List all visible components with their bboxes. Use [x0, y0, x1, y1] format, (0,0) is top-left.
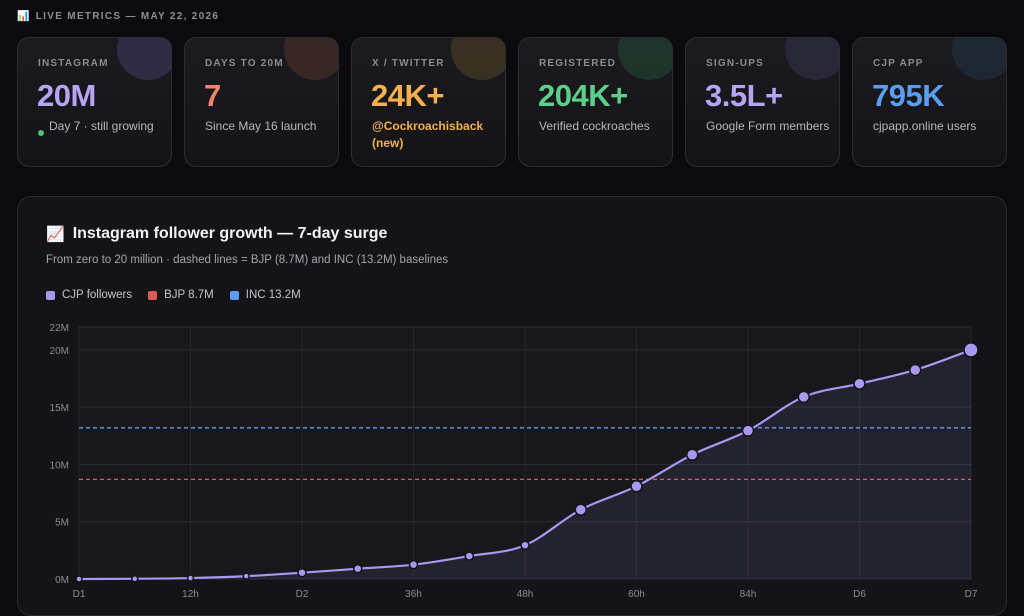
card-label: INSTAGRAM	[38, 58, 109, 69]
card-value: 7	[204, 78, 221, 113]
card-subtext: Since May 16 launch	[205, 119, 317, 133]
series-point	[797, 390, 810, 404]
legend-item-cjp[interactable]: CJP followers	[46, 289, 132, 301]
metric-card-twitter: X / TWITTER 24K+ @Cockroachisback (new)	[351, 37, 506, 167]
legend-swatch	[46, 290, 55, 300]
y-tick-label: 5M	[55, 518, 69, 529]
series-point	[297, 567, 307, 578]
follower-growth-chart: 0M 5M 10M 15M 20M 22M D1 12h D2 36h 48h 60h 84h D6 D7	[50, 323, 979, 599]
legend-item-inc[interactable]: INC 13.2M	[229, 289, 301, 301]
card-value: 24K+	[371, 78, 444, 113]
series-point	[574, 503, 587, 516]
series-point	[464, 551, 474, 561]
chart-title: 📈 Instagram follower growth — 7-day surg…	[46, 225, 387, 243]
card-decoration	[952, 38, 1006, 80]
card-subtext: Verified cockroaches	[539, 119, 650, 133]
live-metrics-header: 📊 LIVE METRICS — MAY 22, 2026	[17, 11, 219, 22]
chart-legend: CJP followers BJP 8.7M INC 13.2M	[46, 289, 301, 301]
series-point	[686, 448, 699, 461]
y-tick-label: 22M	[50, 323, 69, 334]
series-point	[963, 342, 979, 358]
x-tick-label: D2	[296, 589, 309, 599]
card-decoration	[618, 38, 672, 80]
x-tick-label: D7	[965, 589, 978, 599]
card-decoration	[451, 38, 505, 80]
bar-chart-icon: 📊	[17, 11, 31, 22]
card-label: DAYS TO 20M	[205, 58, 284, 69]
x-tick-label: D6	[853, 589, 866, 599]
legend-item-bjp[interactable]: BJP 8.7M	[148, 289, 214, 301]
legend-label: INC 13.2M	[245, 289, 301, 301]
metric-card-signups: SIGN-UPS 3.5L+ Google Form members	[685, 37, 840, 167]
y-tick-label: 0M	[55, 575, 69, 586]
x-tick-label: D1	[73, 589, 86, 599]
series-point	[853, 377, 866, 390]
chart-title-text: Instagram follower growth — 7-day surge	[72, 225, 388, 242]
metric-cards: INSTAGRAM 20M Day 7 · still growing DAYS…	[17, 37, 1007, 169]
growth-chart-panel: 📈 Instagram follower growth — 7-day surg…	[17, 196, 1007, 616]
series-point	[520, 540, 530, 550]
card-subtext: Google Form members	[706, 119, 830, 133]
legend-label: BJP 8.7M	[164, 289, 214, 301]
series-point	[242, 572, 250, 580]
x-tick-label: 48h	[517, 589, 534, 599]
series-point	[131, 575, 139, 583]
card-value: 3.5L+	[705, 78, 783, 113]
x-tick-label: 84h	[740, 589, 757, 599]
chart-subtitle: From zero to 20 million · dashed lines =…	[46, 254, 449, 266]
series-point	[408, 559, 419, 570]
legend-swatch	[229, 290, 239, 300]
metric-card-registered: REGISTERED 204K+ Verified cockroaches	[518, 37, 673, 167]
series-point	[741, 424, 755, 437]
live-metrics-label: LIVE METRICS — MAY 22, 2026	[35, 11, 220, 22]
status-dot-icon	[38, 130, 44, 136]
metric-card-days: DAYS TO 20M 7 Since May 16 launch	[184, 37, 339, 167]
series-point	[909, 363, 922, 377]
card-label: CJP APP	[873, 58, 924, 69]
y-tick-label: 15M	[50, 403, 69, 414]
series-point	[186, 574, 195, 582]
twitter-handle-link[interactable]: @Cockroachisback (new)	[372, 119, 484, 150]
card-value: 20M	[37, 78, 96, 113]
series-point	[630, 479, 643, 493]
y-tick-label: 20M	[50, 346, 69, 357]
card-decoration	[117, 38, 171, 80]
card-subtext: Day 7 · still growing	[49, 119, 154, 133]
series-area	[79, 349, 971, 579]
card-value: 204K+	[538, 78, 628, 113]
chart-increasing-icon: 📈	[46, 226, 65, 243]
card-label: REGISTERED	[539, 58, 617, 69]
x-tick-label: 36h	[405, 589, 422, 599]
x-tick-label: 60h	[628, 589, 645, 599]
legend-label: CJP followers	[62, 289, 133, 301]
card-label: X / TWITTER	[372, 58, 445, 69]
card-decoration	[284, 38, 338, 80]
legend-swatch	[148, 290, 158, 300]
y-tick-label: 10M	[50, 460, 69, 471]
card-subtext: cjpapp.online users	[873, 119, 977, 133]
x-tick-label: 12h	[182, 589, 199, 599]
card-decoration	[785, 38, 839, 80]
series-point	[353, 563, 363, 574]
card-value: 795K	[872, 78, 945, 113]
series-point	[75, 575, 83, 583]
card-label: SIGN-UPS	[706, 58, 764, 69]
metric-card-cjp-app: CJP APP 795K cjpapp.online users	[852, 37, 1007, 167]
metric-card-instagram: INSTAGRAM 20M Day 7 · still growing	[17, 37, 172, 167]
